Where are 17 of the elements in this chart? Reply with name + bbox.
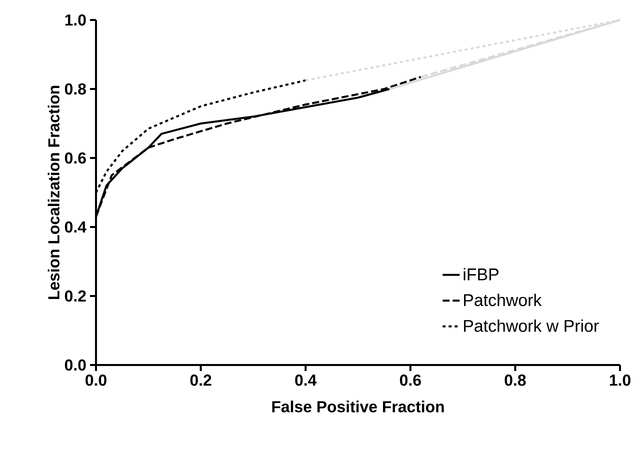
y-tick-label: 0.6 [64, 152, 86, 164]
x-tick-label: 1.0 [610, 374, 630, 386]
legend-label: iFBP [464, 268, 498, 280]
x-tick-label: 0.0 [86, 374, 106, 386]
y-tick-label: 1.0 [65, 14, 86, 26]
x-tick-label: 0.2 [190, 374, 212, 386]
y-tick-label: 0.8 [64, 83, 86, 95]
y-tick-label: 0.0 [64, 359, 86, 371]
x-tick-label: 0.8 [504, 374, 526, 386]
legend-label: Patchwork [464, 294, 542, 306]
y-axis-title: Lesion Localization Fraction [48, 86, 60, 300]
y-tick-label: 0.2 [64, 290, 86, 302]
x-axis-title: False Positive Fraction [272, 400, 444, 412]
x-tick-label: 0.4 [295, 374, 317, 386]
legend-label: Patchwork w Prior [464, 319, 599, 332]
x-tick-label: 0.6 [400, 374, 421, 386]
y-tick-label: 0.4 [64, 221, 86, 233]
